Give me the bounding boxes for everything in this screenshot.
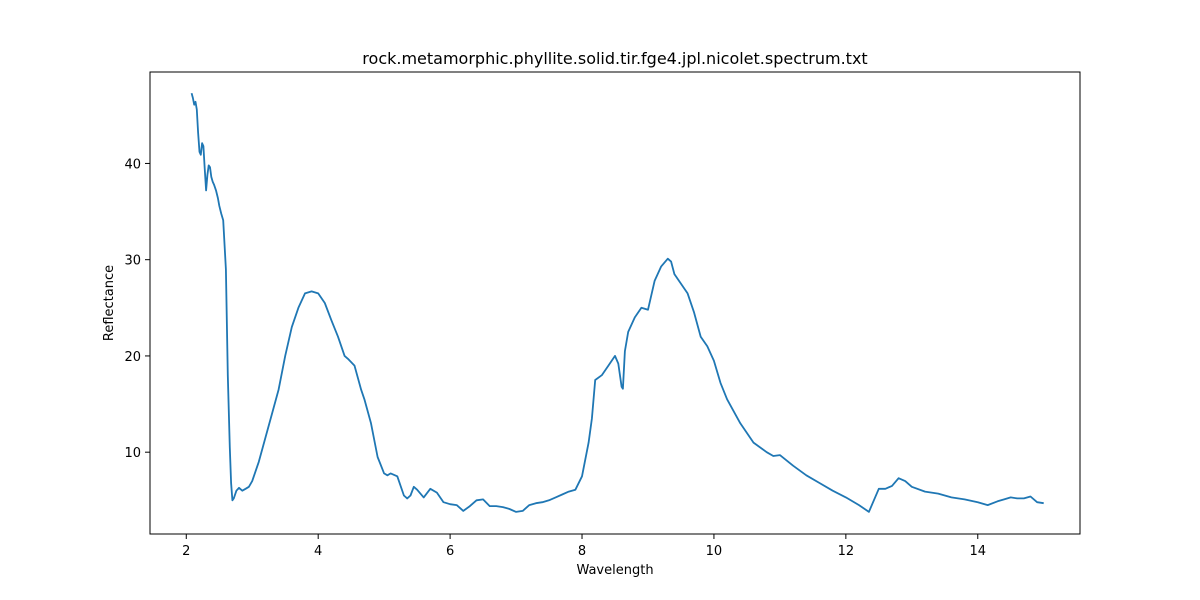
x-tick-label: 10 [706, 544, 723, 559]
chart-title: rock.metamorphic.phyllite.solid.tir.fge4… [362, 49, 867, 68]
x-tick-label: 12 [838, 544, 855, 559]
x-axis-ticks: 2 4 6 8 10 12 14 [182, 534, 986, 559]
y-tick-label: 30 [124, 254, 141, 269]
x-tick-label: 8 [578, 544, 586, 559]
y-tick-label: 20 [124, 350, 141, 365]
x-tick-label: 6 [446, 544, 454, 559]
x-axis-label: Wavelength [576, 563, 653, 578]
y-tick-label: 40 [124, 157, 141, 172]
plot-area [149, 71, 1081, 535]
spectrum-line [190, 92, 1044, 513]
y-tick-label: 10 [124, 446, 141, 461]
y-axis-label: Reflectance [102, 265, 117, 341]
x-tick-label: 2 [182, 544, 190, 559]
y-axis-ticks: 10 20 30 40 [124, 157, 150, 461]
series-layer [190, 92, 1044, 513]
x-tick-label: 14 [969, 544, 986, 559]
x-tick-label: 4 [314, 544, 322, 559]
